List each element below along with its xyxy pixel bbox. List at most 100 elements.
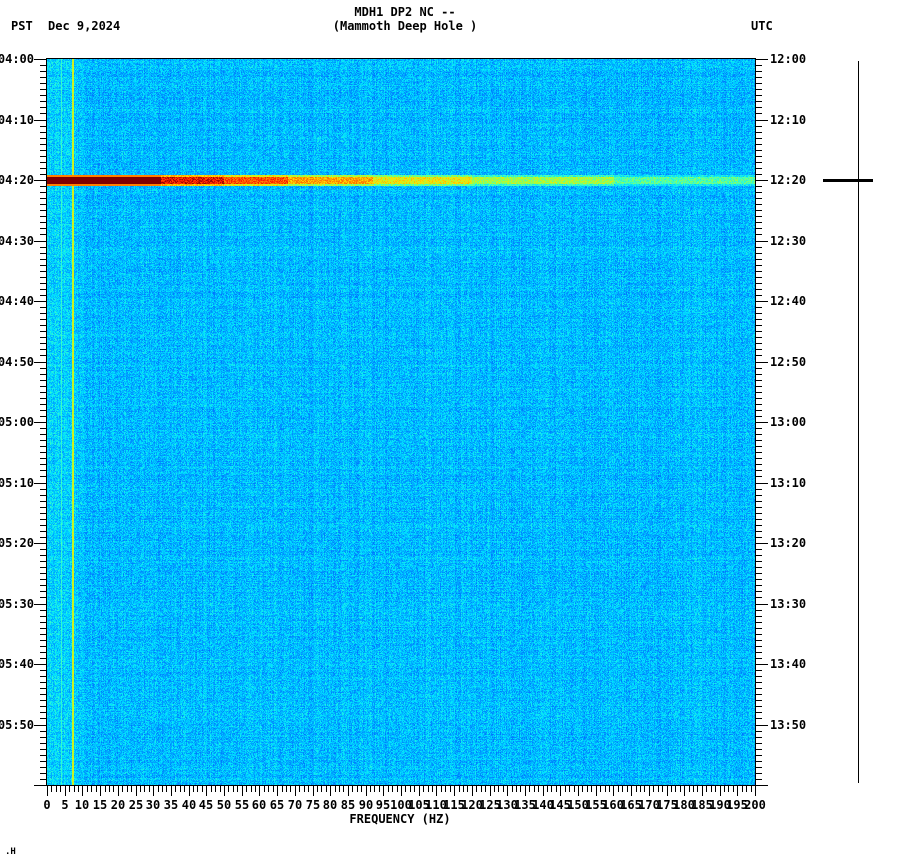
tick-left-minor: [40, 283, 46, 284]
tick-bottom-major: [330, 786, 331, 796]
frequency-tick-label: 130: [496, 798, 518, 812]
tick-left-minor: [40, 289, 46, 290]
frequency-tick-label: 185: [691, 798, 713, 812]
tick-bottom-major: [224, 786, 225, 796]
tick-right-minor: [756, 265, 762, 266]
tick-right-minor: [756, 138, 762, 139]
tick-right-minor: [756, 458, 762, 459]
tick-bottom-minor: [742, 786, 743, 792]
tick-bottom-minor: [228, 786, 229, 792]
tick-right-minor: [756, 71, 762, 72]
tick-right-minor: [756, 718, 762, 719]
tick-right-minor: [756, 150, 762, 151]
tick-bottom-minor: [237, 786, 238, 792]
tick-bottom-major: [543, 786, 544, 796]
tick-bottom-minor: [220, 786, 221, 792]
tick-right-major: [756, 362, 768, 363]
tick-bottom-minor: [374, 786, 375, 792]
time-label-pst: 04:40: [0, 294, 34, 308]
tick-right-minor: [756, 253, 762, 254]
tick-bottom-minor: [609, 786, 610, 792]
tick-bottom-major: [454, 786, 455, 796]
tick-right-major: [756, 301, 768, 302]
tick-right-minor: [756, 440, 762, 441]
frequency-tick-label: 30: [145, 798, 161, 812]
tick-right-minor: [756, 174, 762, 175]
tick-left-minor: [40, 501, 46, 502]
tick-left-minor: [40, 670, 46, 671]
tick-bottom-minor: [264, 786, 265, 792]
tick-left-minor: [40, 410, 46, 411]
tick-left-minor: [40, 561, 46, 562]
tick-right-minor: [756, 289, 762, 290]
tick-bottom-minor: [335, 786, 336, 792]
tick-bottom-minor: [459, 786, 460, 792]
tick-left-major: [34, 543, 46, 544]
tick-right-minor: [756, 355, 762, 356]
tick-bottom-minor: [551, 786, 552, 792]
tick-right-minor: [756, 283, 762, 284]
tick-right-minor: [756, 77, 762, 78]
header-timezone-right: UTC: [751, 19, 773, 33]
tick-bottom-minor: [215, 786, 216, 792]
tick-right-minor: [756, 694, 762, 695]
tick-bottom-minor: [87, 786, 88, 792]
tick-bottom-major: [383, 786, 384, 796]
tick-right-minor: [756, 398, 762, 399]
tick-bottom-minor: [653, 786, 654, 792]
tick-right-minor: [756, 386, 762, 387]
frequency-tick-label: 145: [549, 798, 571, 812]
tick-right-minor: [756, 216, 762, 217]
tick-right-minor: [756, 755, 762, 756]
tick-left-minor: [40, 198, 46, 199]
time-label-pst: 05:50: [0, 718, 34, 732]
tick-right-minor: [756, 234, 762, 235]
time-label-pst: 05:20: [0, 536, 34, 550]
tick-left-minor: [40, 265, 46, 266]
tick-right-minor: [756, 731, 762, 732]
header-date: Dec 9,2024: [48, 19, 121, 33]
tick-left-minor: [40, 446, 46, 447]
tick-bottom-major: [419, 786, 420, 796]
tick-bottom-minor: [733, 786, 734, 792]
tick-bottom-minor: [556, 786, 557, 792]
tick-bottom-minor: [304, 786, 305, 792]
tick-bottom-major: [596, 786, 597, 796]
tick-right-minor: [756, 331, 762, 332]
tick-bottom-minor: [379, 786, 380, 792]
tick-left-minor: [40, 646, 46, 647]
tick-bottom-minor: [675, 786, 676, 792]
tick-right-minor: [756, 585, 762, 586]
tick-right-minor: [756, 555, 762, 556]
spectrogram-plot[interactable]: [47, 59, 755, 785]
tick-left-minor: [40, 222, 46, 223]
tick-left-major: [34, 604, 46, 605]
tick-bottom-minor: [317, 786, 318, 792]
tick-right-minor: [756, 343, 762, 344]
tick-right-minor: [756, 525, 762, 526]
tick-bottom-minor: [481, 786, 482, 792]
tick-left-minor: [40, 150, 46, 151]
tick-bottom-minor: [622, 786, 623, 792]
tick-bottom-minor: [180, 786, 181, 792]
tick-left-minor: [40, 386, 46, 387]
frequency-tick-label: 70: [287, 798, 303, 812]
tick-right-minor: [756, 319, 762, 320]
tick-right-minor: [756, 222, 762, 223]
tick-right-minor: [756, 95, 762, 96]
tick-bottom-major: [560, 786, 561, 796]
tick-right-minor: [756, 513, 762, 514]
tick-bottom-major: [277, 786, 278, 796]
tick-bottom-minor: [122, 786, 123, 792]
axis-left-line: [46, 59, 47, 786]
tick-left-minor: [40, 247, 46, 248]
tick-right-major: [756, 59, 768, 60]
tick-right-minor: [756, 452, 762, 453]
frequency-tick-label: 5: [61, 798, 69, 812]
tick-right-major: [756, 483, 768, 484]
tick-right-minor: [756, 688, 762, 689]
tick-right-minor: [756, 749, 762, 750]
tick-bottom-minor: [706, 786, 707, 792]
tick-bottom-minor: [627, 786, 628, 792]
